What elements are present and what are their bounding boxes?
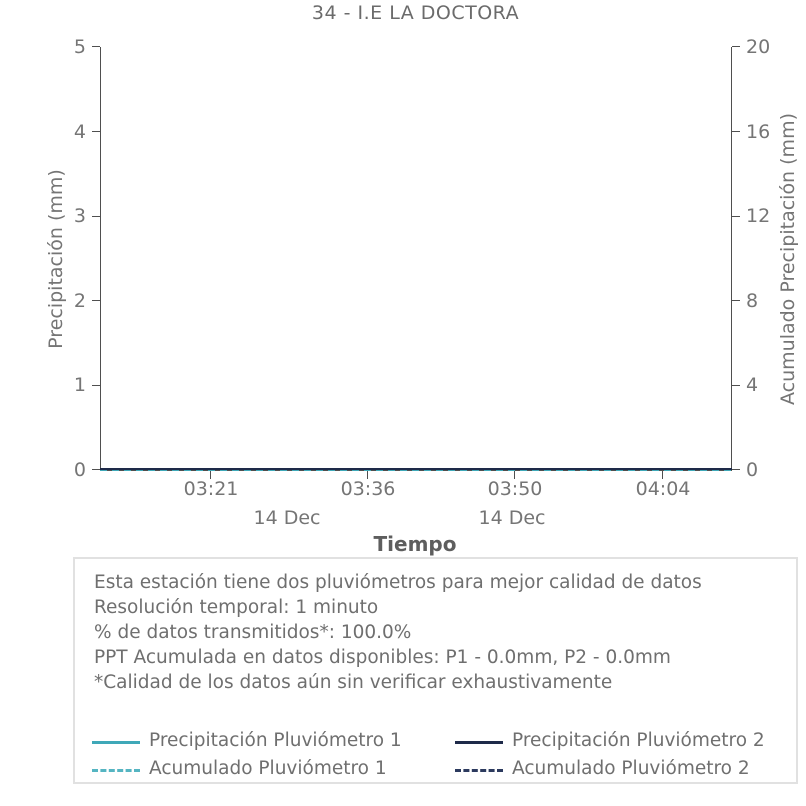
legend-line-precipitacion-p2 (455, 741, 503, 744)
left-tick (92, 385, 100, 386)
right-tick (732, 216, 740, 217)
right-tick-label: 16 (746, 121, 771, 143)
left-tick (92, 46, 100, 47)
x-tick-label: 03:36 (340, 478, 396, 500)
legend-label-acumulado-p1: Acumulado Pluviómetro 1 (149, 758, 387, 779)
right-tick (732, 385, 740, 386)
x-tick (367, 471, 368, 479)
x-date-label: 14 Dec (253, 507, 321, 529)
x-tick (662, 471, 663, 479)
legend-line-acumulado-p1 (92, 769, 140, 772)
left-axis-title: Precipitación (mm) (45, 169, 67, 349)
right-tick (732, 300, 740, 301)
x-axis-title: Tiempo (373, 532, 457, 556)
info-line-accumulated: PPT Acumulada en datos disponibles: P1 -… (94, 647, 671, 668)
left-tick-label: 2 (73, 290, 86, 312)
legend-line-acumulado-p2 (455, 769, 503, 772)
legend-label-precipitacion-p1: Precipitación Pluviómetro 1 (149, 730, 402, 751)
info-legend-box: Esta estación tiene dos pluviómetros par… (73, 557, 798, 784)
plot-area (100, 47, 731, 470)
left-tick-label: 3 (73, 205, 86, 227)
left-axis-line (100, 47, 101, 470)
right-tick-label: 4 (746, 374, 759, 396)
left-tick (92, 216, 100, 217)
left-tick (92, 300, 100, 301)
legend-label-acumulado-p2: Acumulado Pluviómetro 2 (512, 758, 750, 779)
right-tick (732, 469, 740, 470)
info-line-station: Esta estación tiene dos pluviómetros par… (94, 572, 702, 593)
x-tick (210, 471, 211, 479)
info-line-quality: *Calidad de los datos aún sin verificar … (94, 672, 613, 693)
x-tick (514, 471, 515, 479)
right-tick-label: 12 (746, 205, 771, 227)
info-line-resolution: Resolución temporal: 1 minuto (94, 597, 379, 618)
right-tick-label: 0 (746, 459, 759, 481)
accumulated-zero-line (100, 470, 732, 471)
left-tick (92, 131, 100, 132)
station-info-text: Esta estación tiene dos pluviómetros par… (94, 570, 786, 695)
x-tick-label: 03:50 (487, 478, 543, 500)
legend-line-precipitacion-p1 (92, 741, 140, 744)
right-tick-label: 20 (746, 36, 771, 58)
left-tick-label: 1 (73, 374, 86, 396)
right-axis-line (731, 47, 732, 470)
legend-label-precipitacion-p2: Precipitación Pluviómetro 2 (512, 730, 765, 751)
precipitation-zero-line (100, 468, 732, 470)
x-tick-label: 03:21 (183, 478, 239, 500)
left-tick-label: 4 (73, 121, 86, 143)
x-tick-label: 04:04 (635, 478, 691, 500)
left-tick (92, 469, 100, 470)
x-date-label: 14 Dec (478, 507, 546, 529)
left-tick-label: 0 (73, 459, 86, 481)
chart-title: 34 - I.E LA DOCTORA (311, 2, 520, 24)
info-line-transmitted: % de datos transmitidos*: 100.0% (94, 622, 412, 643)
right-tick-label: 8 (746, 290, 759, 312)
right-axis-title: Acumulado Precipitación (mm) (777, 113, 799, 405)
right-tick (732, 46, 740, 47)
right-tick (732, 131, 740, 132)
left-tick-label: 5 (73, 36, 86, 58)
